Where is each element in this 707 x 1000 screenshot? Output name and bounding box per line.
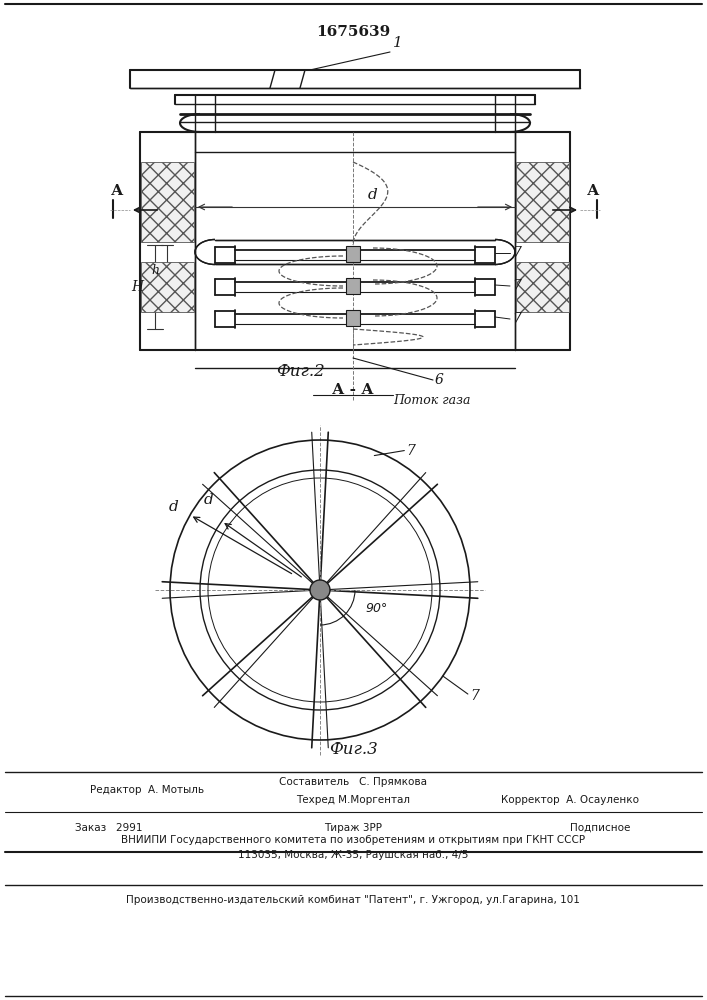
Text: Редактор  А. Мотыль: Редактор А. Мотыль <box>90 785 204 795</box>
Bar <box>346 246 360 262</box>
Text: 90°: 90° <box>365 601 387 614</box>
Text: d: d <box>204 493 214 507</box>
Text: 6: 6 <box>435 373 444 387</box>
Text: А - А: А - А <box>332 383 374 397</box>
Text: А: А <box>587 184 600 198</box>
Text: 7: 7 <box>407 444 415 458</box>
Bar <box>141 162 194 242</box>
Bar <box>346 310 360 326</box>
Text: 113035, Москва, Ж-35, Раушская наб., 4/5: 113035, Москва, Ж-35, Раушская наб., 4/5 <box>238 850 468 860</box>
Text: d: d <box>368 188 378 202</box>
Text: Техред М.Моргентал: Техред М.Моргентал <box>296 795 410 805</box>
Text: Фиг.2: Фиг.2 <box>276 363 325 380</box>
Text: 7: 7 <box>512 312 521 326</box>
Bar <box>141 262 194 312</box>
Text: ВНИИПИ Государственного комитета по изобретениям и открытиям при ГКНТ СССР: ВНИИПИ Государственного комитета по изоб… <box>121 835 585 845</box>
Text: 7: 7 <box>512 279 521 293</box>
Text: Заказ   2991: Заказ 2991 <box>75 823 143 833</box>
Text: Подписное: Подписное <box>570 823 631 833</box>
Text: 7: 7 <box>470 689 479 703</box>
Text: Корректор  А. Осауленко: Корректор А. Осауленко <box>501 795 639 805</box>
Text: H: H <box>131 280 143 294</box>
Text: А: А <box>111 184 123 198</box>
Circle shape <box>310 580 330 600</box>
Text: Поток газа: Поток газа <box>393 393 470 406</box>
Bar <box>516 162 569 242</box>
Bar <box>346 278 360 294</box>
Text: 1: 1 <box>393 36 403 50</box>
Text: 1675639: 1675639 <box>316 25 390 39</box>
Text: Фиг.3: Фиг.3 <box>329 742 378 758</box>
Text: Производственно-издательский комбинат "Патент", г. Ужгород, ул.Гагарина, 101: Производственно-издательский комбинат "П… <box>126 895 580 905</box>
Text: d: d <box>168 500 178 514</box>
Text: 7: 7 <box>512 246 521 260</box>
Text: Тираж 3РР: Тираж 3РР <box>324 823 382 833</box>
Bar <box>516 262 569 312</box>
Text: Составитель   С. Прямкова: Составитель С. Прямкова <box>279 777 427 787</box>
Text: h: h <box>151 264 159 277</box>
